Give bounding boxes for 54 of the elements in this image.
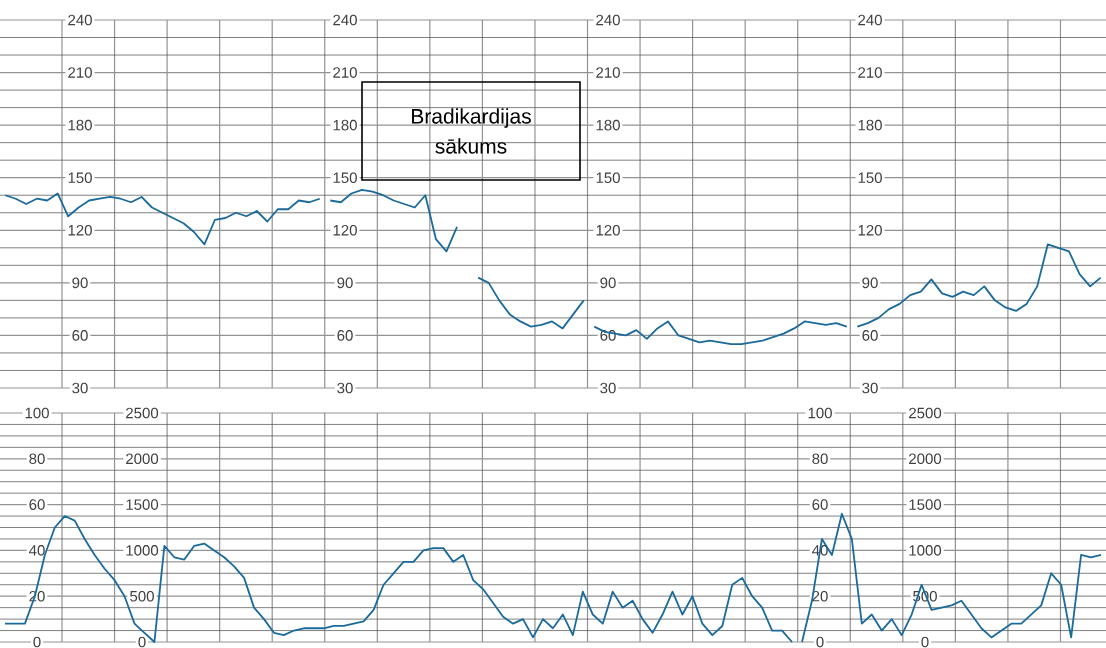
annotation: Bradikardijas sākums [412, 108, 531, 154]
y-tick-label: 210 [596, 67, 620, 78]
y-tick-label: 120 [333, 224, 357, 236]
y-tick-label: 90 [72, 277, 88, 289]
y-tick-label: 100 [808, 407, 832, 419]
y-tick-label: 60 [72, 330, 88, 341]
y-tick-label: 120 [68, 224, 92, 236]
y-tick-label: 60 [337, 330, 353, 341]
y2-tick-label: 1500 [126, 499, 159, 510]
y2-tick-label: 2000 [909, 453, 942, 465]
y-tick-label: 150 [333, 172, 357, 184]
line-series [593, 320, 848, 346]
y-tick-label: 30 [337, 382, 353, 394]
y-tick-label: 30 [72, 382, 88, 394]
y-tick-label: 120 [858, 224, 882, 236]
y2-tick-label: 1000 [126, 545, 159, 556]
y-tick-label: 180 [333, 119, 357, 131]
y-tick-label: 210 [333, 67, 357, 78]
line-series [856, 243, 1102, 328]
y-tick-label: 90 [862, 277, 878, 289]
y2-tick-label: 2500 [126, 407, 159, 419]
y2-tick-label: 0 [921, 636, 929, 648]
y-tick-label: 0 [33, 636, 41, 648]
y-tick-label: 80 [812, 453, 828, 465]
y-tick-label: 80 [29, 453, 45, 465]
y-tick-label: 150 [858, 172, 882, 184]
y-tick-label: 240 [333, 14, 357, 26]
y-tick-label: 40 [29, 545, 45, 556]
y-tick-label: 240 [596, 14, 620, 26]
y-tick-label: 60 [29, 499, 45, 510]
y2-tick-label: 2000 [126, 453, 159, 465]
y2-tick-label: 1000 [909, 545, 942, 556]
y-tick-label: 60 [862, 330, 878, 341]
y-tick-label: 180 [858, 119, 882, 131]
y-tick-label: 210 [68, 67, 92, 78]
y-tick-label: 240 [68, 14, 92, 26]
y2-tick-label: 2500 [909, 407, 942, 419]
y-tick-label: 240 [858, 14, 882, 26]
y-tick-label: 180 [596, 119, 620, 131]
y-tick-label: 210 [858, 67, 882, 78]
y-tick-label: 30 [862, 382, 878, 394]
y-tick-label: 180 [68, 119, 92, 131]
y-tick-label: 150 [596, 172, 620, 184]
y-tick-label: 60 [812, 499, 828, 510]
y-tick-label: 100 [25, 407, 49, 419]
y-tick-label: 90 [337, 277, 353, 289]
y-tick-label: 150 [68, 172, 92, 184]
y-tick-label: 90 [600, 277, 616, 289]
y2-tick-label: 500 [130, 590, 154, 602]
y-tick-label: 120 [596, 224, 620, 236]
y2-tick-label: 1500 [909, 499, 942, 510]
y-tick-label: 30 [600, 382, 616, 394]
y2-tick-label: 0 [138, 636, 146, 648]
y-tick-label: 0 [816, 636, 824, 648]
